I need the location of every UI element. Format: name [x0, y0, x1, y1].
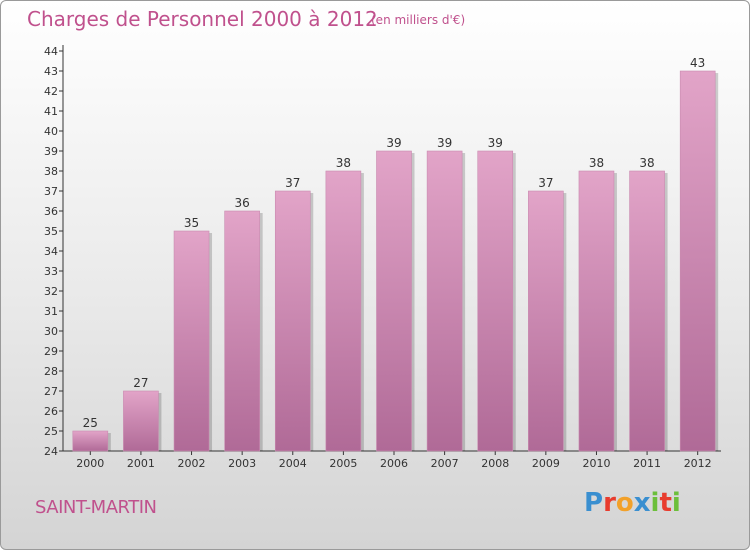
x-tick-label: 2002 — [178, 457, 206, 470]
y-tick-label: 34 — [44, 245, 58, 258]
x-tick-label: 2003 — [228, 457, 256, 470]
x-tick-label: 2005 — [329, 457, 357, 470]
bar-value-label: 39 — [488, 136, 503, 150]
x-tick-label: 2006 — [380, 457, 408, 470]
y-tick-label: 24 — [44, 445, 58, 458]
bar — [173, 230, 210, 452]
x-tick-label: 2012 — [684, 457, 712, 470]
y-tick-label: 32 — [44, 285, 58, 298]
bar — [274, 190, 311, 452]
bar-value-label: 38 — [336, 156, 351, 170]
bar — [629, 170, 665, 452]
bar-value-label: 39 — [386, 136, 401, 150]
logo-letter: r — [603, 488, 616, 518]
bar — [426, 150, 463, 452]
bar — [578, 170, 615, 452]
x-tick-label: 2011 — [633, 457, 661, 470]
logo-letter: i — [671, 488, 681, 518]
y-tick-label: 26 — [44, 405, 58, 418]
x-tick-label: 2009 — [532, 457, 560, 470]
chart-title: Charges de Personnel 2000 à 2012 — [27, 7, 378, 31]
logo-letter: i — [650, 488, 660, 518]
y-tick-label: 27 — [44, 385, 58, 398]
y-tick-label: 41 — [44, 105, 58, 118]
x-tick-label: 2010 — [582, 457, 610, 470]
bar-value-label: 36 — [235, 196, 250, 210]
bar — [72, 430, 109, 452]
bar-value-label: 38 — [589, 156, 604, 170]
bar — [123, 390, 159, 452]
bar-value-label: 43 — [690, 56, 705, 70]
y-tick-label: 36 — [44, 205, 58, 218]
x-tick-label: 2001 — [127, 457, 155, 470]
y-tick-label: 31 — [44, 305, 58, 318]
logo-letter: t — [659, 488, 672, 518]
bar-value-label: 25 — [83, 416, 98, 430]
logo-letter: x — [633, 488, 651, 518]
y-tick-label: 28 — [44, 365, 58, 378]
bar-value-label: 37 — [538, 176, 553, 190]
y-tick-label: 25 — [44, 425, 58, 438]
proxiti-logo: Proxiti — [584, 488, 681, 518]
chart-subtitle: (en milliers d'€) — [371, 13, 466, 27]
bar-value-label: 39 — [437, 136, 452, 150]
bar — [376, 150, 412, 452]
x-tick-label: 2008 — [481, 457, 509, 470]
y-tick-label: 44 — [44, 45, 58, 58]
y-tick-label: 42 — [44, 85, 58, 98]
y-tick-label: 33 — [44, 265, 58, 278]
y-tick-label: 30 — [44, 325, 58, 338]
y-tick-label: 43 — [44, 65, 58, 78]
y-tick-label: 38 — [44, 165, 58, 178]
bar — [224, 210, 260, 452]
y-tick-label: 40 — [44, 125, 58, 138]
commune-name: SAINT-MARTIN — [35, 497, 157, 518]
bar — [679, 70, 716, 452]
logo-letter: o — [615, 488, 634, 518]
bar-value-label: 38 — [639, 156, 654, 170]
bar-value-label: 37 — [285, 176, 300, 190]
bar — [528, 190, 564, 452]
y-tick-label: 37 — [44, 185, 58, 198]
bar — [477, 150, 514, 452]
y-tick-label: 35 — [44, 225, 58, 238]
bar-value-label: 27 — [133, 376, 148, 390]
y-tick-label: 39 — [44, 145, 58, 158]
x-tick-label: 2007 — [431, 457, 459, 470]
bar-value-label: 35 — [184, 216, 199, 230]
logo-letter: P — [584, 488, 604, 518]
x-tick-label: 2000 — [76, 457, 104, 470]
x-tick-label: 2004 — [279, 457, 307, 470]
bar — [325, 170, 362, 452]
y-tick-label: 29 — [44, 345, 58, 358]
